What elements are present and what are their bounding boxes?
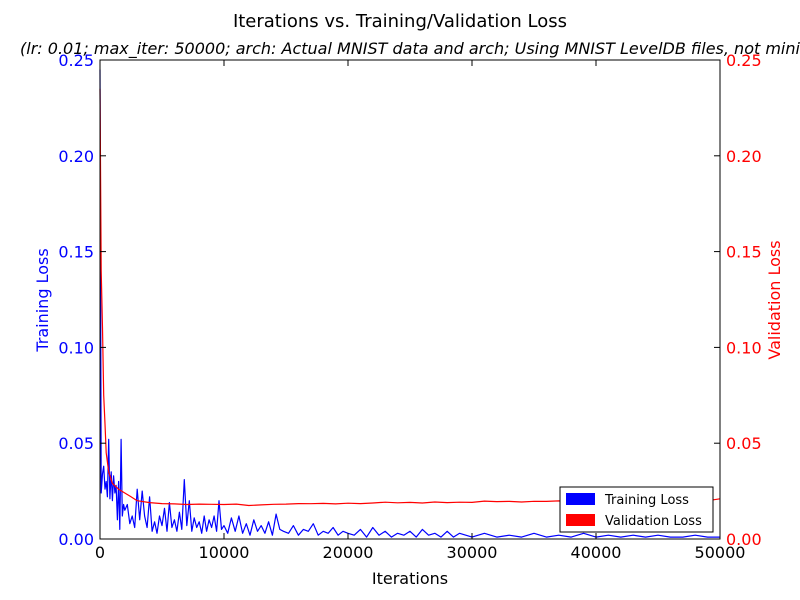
y-tick-label-right: 0.00 <box>726 530 762 549</box>
y-tick-label-right: 0.20 <box>726 147 762 166</box>
x-tick-label: 40000 <box>571 543 622 562</box>
x-axis-label: Iterations <box>372 569 448 588</box>
y-axis-label-right: Validation Loss <box>765 240 784 359</box>
y-tick-label-right: 0.15 <box>726 243 762 262</box>
y-tick-label-left: 0.25 <box>58 51 94 70</box>
y-tick-label-right: 0.10 <box>726 338 762 357</box>
x-tick-label: 50000 <box>695 543 746 562</box>
legend-swatch-training <box>566 493 595 505</box>
training-loss-line <box>99 69 720 538</box>
plot-area <box>100 60 720 539</box>
x-tick-label: 0 <box>95 543 105 562</box>
y-tick-label-right: 0.05 <box>726 434 762 453</box>
chart-title: Iterations vs. Training/Validation Loss <box>233 11 567 32</box>
legend-swatch-validation <box>566 514 595 526</box>
y-tick-label-left: 0.20 <box>58 147 94 166</box>
legend-label-training: Training Loss <box>604 493 689 508</box>
legend: Training Loss Validation Loss <box>559 486 714 533</box>
plot-frame <box>99 59 721 540</box>
y-tick-label-right: 0.25 <box>726 51 762 70</box>
y-tick-label-left: 0.00 <box>58 530 94 549</box>
x-tick-label: 20000 <box>323 543 374 562</box>
y-tick-label-left: 0.10 <box>58 338 94 357</box>
chart-subtitle: (lr: 0.01; max_iter: 50000; arch: Actual… <box>20 39 800 59</box>
y-tick-label-left: 0.15 <box>58 243 94 262</box>
y-axis-label-left: Training Loss <box>33 248 52 352</box>
legend-label-validation: Validation Loss <box>605 514 702 529</box>
x-tick-label: 30000 <box>447 543 498 562</box>
y-tick-label-left: 0.05 <box>58 434 94 453</box>
x-tick-label: 10000 <box>199 543 250 562</box>
ticks-layer: 0 10000 20000 30000 40000 500000.000.050.100.… <box>58 51 761 562</box>
